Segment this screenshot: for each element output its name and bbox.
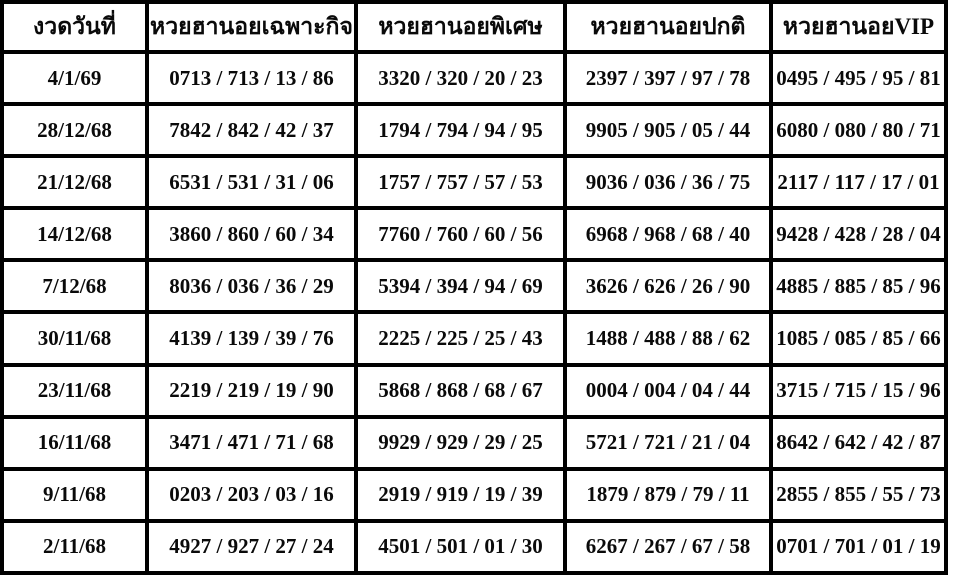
result-cell: 5721 / 721 / 21 / 04 xyxy=(563,414,773,471)
result-cell: 4139 / 139 / 39 / 76 xyxy=(145,310,358,367)
result-cell: 1879 / 879 / 79 / 11 xyxy=(563,466,773,523)
column-header-vip: หวยฮานอยVIP xyxy=(769,0,948,54)
result-cell: 9905 / 905 / 05 / 44 xyxy=(563,102,773,159)
result-cell: 3626 / 626 / 26 / 90 xyxy=(563,258,773,315)
result-cell: 0203 / 203 / 03 / 16 xyxy=(145,466,358,523)
draw-date-cell: 4/1/69 xyxy=(0,49,149,107)
result-cell: 4501 / 501 / 01 / 30 xyxy=(354,518,567,575)
draw-date-cell: 30/11/68 xyxy=(0,310,149,367)
result-cell: 6080 / 080 / 80 / 71 xyxy=(769,102,948,159)
draw-date-cell: 7/12/68 xyxy=(0,258,149,315)
table-row: 2/11/68 4927 / 927 / 27 / 24 4501 / 501 … xyxy=(0,518,948,575)
draw-date-cell: 9/11/68 xyxy=(0,466,149,523)
result-cell: 9036 / 036 / 36 / 75 xyxy=(563,154,773,211)
result-cell: 2919 / 919 / 19 / 39 xyxy=(354,466,567,523)
result-cell: 0701 / 701 / 01 / 19 xyxy=(769,518,948,575)
result-cell: 1085 / 085 / 85 / 66 xyxy=(769,310,948,367)
result-cell: 0713 / 713 / 13 / 86 xyxy=(145,49,358,107)
result-cell: 0004 / 004 / 04 / 44 xyxy=(563,362,773,419)
result-cell: 3320 / 320 / 20 / 23 xyxy=(354,49,567,107)
column-header-special-purpose: หวยฮานอยเฉพาะกิจ xyxy=(145,0,358,54)
result-cell: 7842 / 842 / 42 / 37 xyxy=(145,102,358,159)
table-row: 23/11/68 2219 / 219 / 19 / 90 5868 / 868… xyxy=(0,362,948,419)
result-cell: 8036 / 036 / 36 / 29 xyxy=(145,258,358,315)
result-cell: 1794 / 794 / 94 / 95 xyxy=(354,102,567,159)
draw-date-cell: 28/12/68 xyxy=(0,102,149,159)
result-cell: 4927 / 927 / 27 / 24 xyxy=(145,518,358,575)
result-cell: 0495 / 495 / 95 / 81 xyxy=(769,49,948,107)
result-cell: 2855 / 855 / 55 / 73 xyxy=(769,466,948,523)
table-row: 30/11/68 4139 / 139 / 39 / 76 2225 / 225… xyxy=(0,310,948,367)
column-header-special: หวยฮานอยพิเศษ xyxy=(354,0,567,54)
result-cell: 3860 / 860 / 60 / 34 xyxy=(145,206,358,263)
draw-date-cell: 14/12/68 xyxy=(0,206,149,263)
result-cell: 6267 / 267 / 67 / 58 xyxy=(563,518,773,575)
column-header-normal: หวยฮานอยปกติ xyxy=(563,0,773,54)
result-cell: 3471 / 471 / 71 / 68 xyxy=(145,414,358,471)
draw-date-cell: 23/11/68 xyxy=(0,362,149,419)
result-cell: 5868 / 868 / 68 / 67 xyxy=(354,362,567,419)
column-header-draw-date: งวดวันที่ xyxy=(0,0,149,54)
table-row: 7/12/68 8036 / 036 / 36 / 29 5394 / 394 … xyxy=(0,258,948,315)
result-cell: 1488 / 488 / 88 / 62 xyxy=(563,310,773,367)
result-cell: 8642 / 642 / 42 / 87 xyxy=(769,414,948,471)
result-cell: 5394 / 394 / 94 / 69 xyxy=(354,258,567,315)
table-row: 9/11/68 0203 / 203 / 03 / 16 2919 / 919 … xyxy=(0,466,948,523)
result-cell: 4885 / 885 / 85 / 96 xyxy=(769,258,948,315)
draw-date-cell: 2/11/68 xyxy=(0,518,149,575)
result-cell: 2219 / 219 / 19 / 90 xyxy=(145,362,358,419)
table-header-row: งวดวันที่ หวยฮานอยเฉพาะกิจ หวยฮานอยพิเศษ… xyxy=(0,0,948,54)
table-row: 21/12/68 6531 / 531 / 31 / 06 1757 / 757… xyxy=(0,154,948,211)
result-cell: 3715 / 715 / 15 / 96 xyxy=(769,362,948,419)
result-cell: 2117 / 117 / 17 / 01 xyxy=(769,154,948,211)
table-row: 28/12/68 7842 / 842 / 42 / 37 1794 / 794… xyxy=(0,102,948,159)
result-cell: 9929 / 929 / 29 / 25 xyxy=(354,414,567,471)
table-row: 14/12/68 3860 / 860 / 60 / 34 7760 / 760… xyxy=(0,206,948,263)
table-row: 16/11/68 3471 / 471 / 71 / 68 9929 / 929… xyxy=(0,414,948,471)
result-cell: 2225 / 225 / 25 / 43 xyxy=(354,310,567,367)
result-cell: 6531 / 531 / 31 / 06 xyxy=(145,154,358,211)
result-cell: 7760 / 760 / 60 / 56 xyxy=(354,206,567,263)
table-row: 4/1/69 0713 / 713 / 13 / 86 3320 / 320 /… xyxy=(0,49,948,107)
result-cell: 6968 / 968 / 68 / 40 xyxy=(563,206,773,263)
result-cell: 2397 / 397 / 97 / 78 xyxy=(563,49,773,107)
draw-date-cell: 21/12/68 xyxy=(0,154,149,211)
result-cell: 9428 / 428 / 28 / 04 xyxy=(769,206,948,263)
result-cell: 1757 / 757 / 57 / 53 xyxy=(354,154,567,211)
draw-date-cell: 16/11/68 xyxy=(0,414,149,471)
